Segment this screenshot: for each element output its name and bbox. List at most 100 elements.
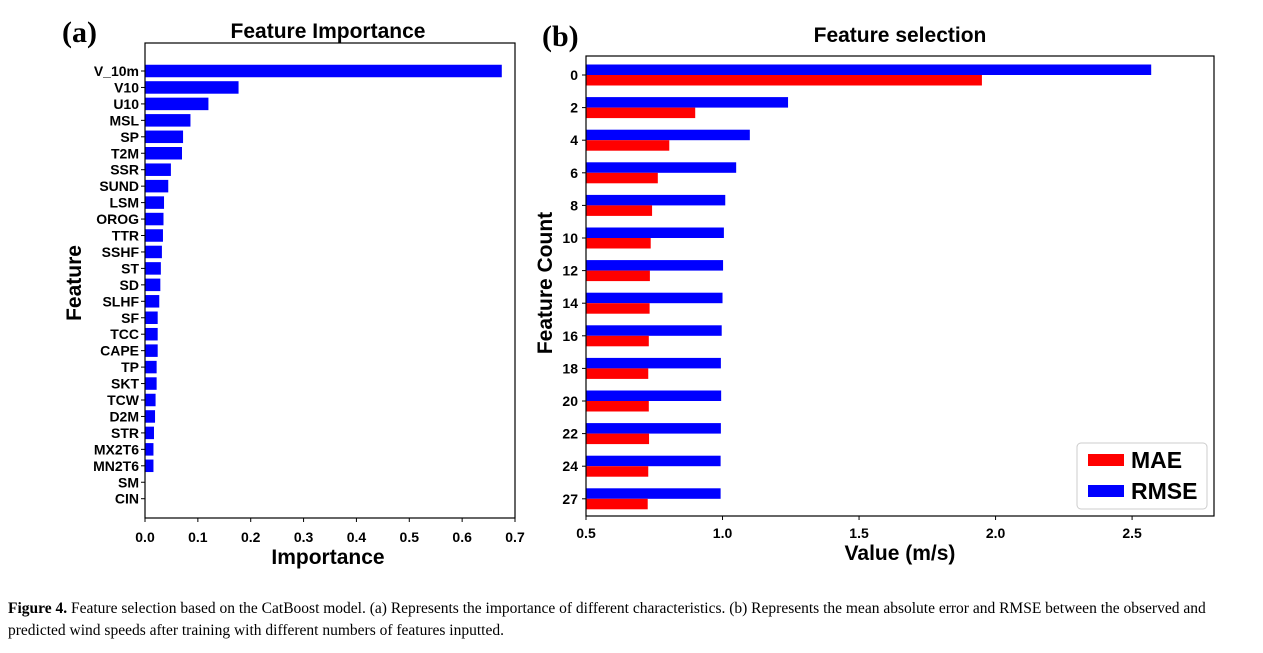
bar-mae-18 (586, 368, 649, 379)
y-tick-label: MSL (109, 112, 139, 128)
x-tick-label: 0.5 (576, 525, 596, 541)
legend-label-rmse: RMSE (1131, 478, 1197, 504)
y-tick-label: SUND (99, 178, 139, 194)
y-tick-label: 8 (570, 197, 578, 213)
x-tick-label: 0.4 (347, 529, 367, 545)
panel-b-feature-selection: (b) Feature selection 024681012141618202… (534, 20, 1215, 565)
bar-rmse-14 (586, 292, 723, 304)
y-tick-label: SM (118, 474, 139, 490)
bar-d2m (145, 410, 156, 423)
y-tick-label: 16 (562, 328, 578, 344)
bar-mae-14 (586, 303, 650, 314)
y-tick-label: SSHF (102, 244, 140, 260)
panel-a-title: Feature Importance (231, 20, 426, 43)
panel-b-legend: MAE RMSE (1076, 442, 1208, 510)
y-tick-label: 20 (562, 393, 578, 409)
bar-mn2t6 (145, 459, 154, 473)
bar-str (145, 426, 154, 440)
y-tick-label: 14 (562, 295, 578, 311)
y-tick-label: 12 (562, 263, 578, 279)
caption-label: Figure 4. (8, 600, 68, 617)
bar-rmse-0 (586, 64, 1152, 75)
y-tick-label: 27 (562, 491, 578, 507)
panel-b-letter: (b) (542, 20, 579, 53)
bar-mae-27 (586, 498, 648, 510)
y-tick-label: SSR (110, 162, 139, 178)
bar-sd (145, 278, 161, 292)
x-tick-label: 2.0 (986, 525, 1006, 541)
x-tick-label: 0.7 (505, 529, 525, 545)
y-tick-label: U10 (113, 96, 139, 112)
bar-sp (145, 130, 184, 144)
figure: (a) Feature Importance V_10mV10U10MSLSPT… (62, 16, 1215, 569)
x-tick-label: 2.5 (1122, 525, 1142, 541)
y-tick-label: TP (121, 359, 139, 375)
y-tick-label: OROG (96, 211, 139, 227)
y-tick-label: 0 (570, 67, 578, 83)
bar-tcw (145, 393, 156, 407)
bar-rmse-2 (586, 97, 789, 108)
y-tick-label: CAPE (100, 343, 139, 359)
y-tick-label: MN2T6 (93, 458, 139, 474)
bar-rmse-8 (586, 194, 726, 206)
bar-tp (145, 360, 157, 374)
y-tick-label: 18 (562, 360, 578, 376)
y-tick-label: ST (121, 260, 139, 276)
x-tick-label: 1.5 (849, 525, 869, 541)
bar-tcc (145, 327, 158, 341)
bar-mae-10 (586, 238, 651, 249)
y-tick-label: 6 (570, 165, 578, 181)
caption-text: Feature selection based on the CatBoost … (8, 600, 1206, 639)
bar-rmse-16 (586, 325, 722, 336)
bar-rmse-10 (586, 227, 724, 238)
bar-mae-8 (586, 205, 653, 216)
bar-skt (145, 377, 157, 390)
bar-mae-6 (586, 172, 658, 184)
x-tick-label: 1.0 (713, 525, 733, 541)
bar-u10 (145, 97, 209, 111)
panel-b-title: Feature selection (814, 24, 987, 47)
bar-rmse-4 (586, 129, 750, 141)
x-tick-label: 0.3 (294, 529, 314, 545)
y-tick-label: V10 (114, 79, 139, 95)
bar-mae-20 (586, 401, 649, 412)
bar-lsm (145, 196, 165, 209)
bar-st (145, 262, 161, 275)
x-tick-label: 0.6 (452, 529, 472, 545)
panel-a-x-axis-label: Importance (271, 546, 384, 569)
panel-a-y-axis-label: Feature (63, 245, 86, 321)
bar-mae-24 (586, 466, 649, 477)
bar-mae-4 (586, 140, 670, 151)
bar-rmse-27 (586, 488, 721, 499)
legend-label-mae: MAE (1131, 447, 1182, 473)
bar-mx2t6 (145, 443, 154, 456)
y-tick-label: 10 (562, 230, 578, 246)
panel-a-plot-frame (144, 42, 516, 519)
bar-v_10m (145, 64, 502, 78)
y-tick-label: TCW (107, 392, 140, 408)
y-tick-label: SKT (111, 376, 139, 392)
bar-t2m (145, 147, 182, 160)
y-tick-label: SLHF (102, 293, 139, 309)
bar-rmse-6 (586, 162, 737, 173)
panel-a-feature-importance: (a) Feature Importance V_10mV10U10MSLSPT… (62, 16, 525, 569)
y-tick-label: D2M (109, 408, 139, 424)
y-tick-label: MX2T6 (94, 441, 139, 457)
bar-sund (145, 179, 169, 193)
bar-v10 (145, 81, 239, 94)
bar-mae-2 (586, 107, 696, 119)
bar-rmse-22 (586, 423, 721, 434)
bar-sshf (145, 245, 162, 259)
y-tick-label: STR (111, 425, 139, 441)
y-tick-label: SP (120, 129, 139, 145)
x-tick-label: 0.0 (135, 529, 155, 545)
bar-mae-22 (586, 433, 650, 445)
y-tick-label: SD (120, 277, 139, 293)
bar-rmse-20 (586, 390, 722, 401)
bar-mae-16 (586, 335, 649, 347)
legend-swatch-mae (1088, 454, 1124, 466)
bar-slhf (145, 295, 160, 308)
bar-ttr (145, 229, 163, 242)
bar-rmse-18 (586, 357, 721, 369)
x-tick-label: 0.5 (400, 529, 420, 545)
